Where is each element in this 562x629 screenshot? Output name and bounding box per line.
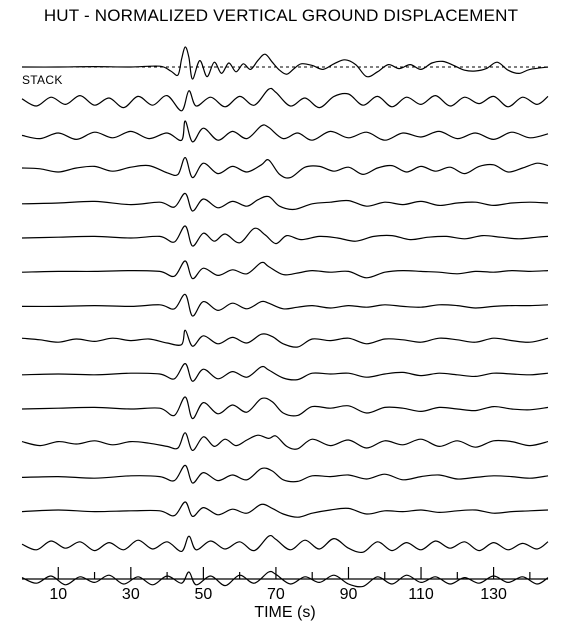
x-tick-label: 30 <box>122 586 140 603</box>
x-axis-label: TIME (s) <box>254 604 316 621</box>
station-trace-6 <box>21 260 549 280</box>
station-trace-2 <box>21 120 549 143</box>
x-tick-label: 90 <box>340 586 358 603</box>
x-tick-label: 10 <box>49 586 67 603</box>
station-trace-11 <box>21 432 549 451</box>
traces-group <box>21 46 549 588</box>
station-trace-4 <box>21 192 549 212</box>
station-trace-5 <box>21 225 549 247</box>
station-trace-13 <box>21 501 549 518</box>
x-tick-label: 70 <box>267 586 285 603</box>
x-axis: 10 30 50 70 90 110 130 <box>22 567 548 603</box>
station-trace-10 <box>21 396 549 420</box>
station-trace-3 <box>21 156 549 179</box>
x-tick-label: 50 <box>194 586 212 603</box>
stack-trace <box>21 46 549 80</box>
station-trace-8 <box>21 329 549 348</box>
x-tick-label: 110 <box>408 586 434 603</box>
station-trace-12 <box>21 464 549 484</box>
station-trace-9 <box>21 363 549 382</box>
stack-label: STACK <box>22 73 63 87</box>
chart-title: HUT - NORMALIZED VERTICAL GROUND DISPLAC… <box>43 6 519 25</box>
x-tick-label: 130 <box>480 586 507 603</box>
station-trace-1 <box>21 87 549 112</box>
station-trace-7 <box>21 293 549 317</box>
station-trace-14 <box>21 534 549 554</box>
